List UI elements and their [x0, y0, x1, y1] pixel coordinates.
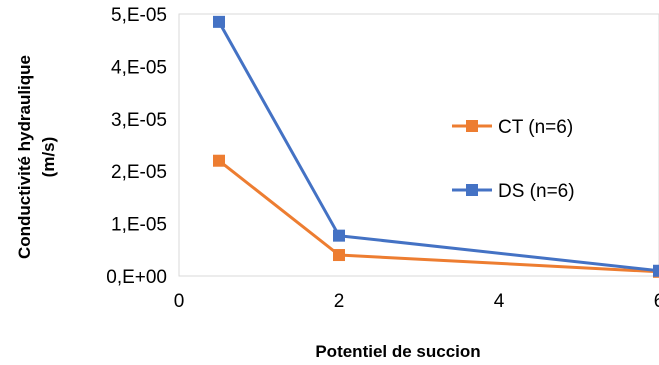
legend-label: CT (n=6) — [498, 117, 573, 138]
data-point — [213, 15, 225, 28]
y-tick-label: 1,E-05 — [111, 215, 167, 236]
y-tick-label: 4,E-05 — [111, 57, 167, 78]
series-line — [217, 21, 659, 273]
y-tick-label: 2,E-05 — [111, 162, 167, 183]
y-axis-title-line1: Conductivité hydraulique — [15, 55, 34, 259]
y-tick-label: 3,E-05 — [111, 110, 167, 131]
y-tick-label: 0,E+00 — [106, 267, 167, 288]
x-tick-label: 6 — [654, 291, 659, 312]
legend-label: DS (n=6) — [498, 181, 575, 202]
y-tick-label: 5,E-05 — [111, 5, 167, 26]
legend-marker — [466, 184, 478, 196]
legend-marker — [466, 120, 478, 132]
y-axis-ticks: 0,E+00 1,E-05 2,E-05 3,E-05 4,E-05 5,E-05 — [106, 5, 167, 288]
y-axis-title-line2: (m/s) — [39, 137, 58, 178]
data-point — [333, 249, 345, 262]
x-axis-ticks: 0 2 4 6 — [174, 291, 659, 312]
legend: CT (n=6) DS (n=6) — [452, 117, 575, 202]
data-point — [213, 154, 225, 167]
x-tick-label: 2 — [334, 291, 345, 312]
data-point — [333, 229, 345, 242]
plot-area-border — [178, 13, 659, 277]
x-tick-label: 0 — [174, 291, 185, 312]
x-axis-title: Potentiel de succion — [315, 342, 480, 361]
series-line — [218, 159, 659, 274]
data-point — [653, 264, 659, 277]
series-layer — [213, 15, 659, 278]
y-axis-title: Conductivité hydraulique (m/s) — [15, 55, 58, 259]
x-tick-label: 4 — [494, 291, 505, 312]
